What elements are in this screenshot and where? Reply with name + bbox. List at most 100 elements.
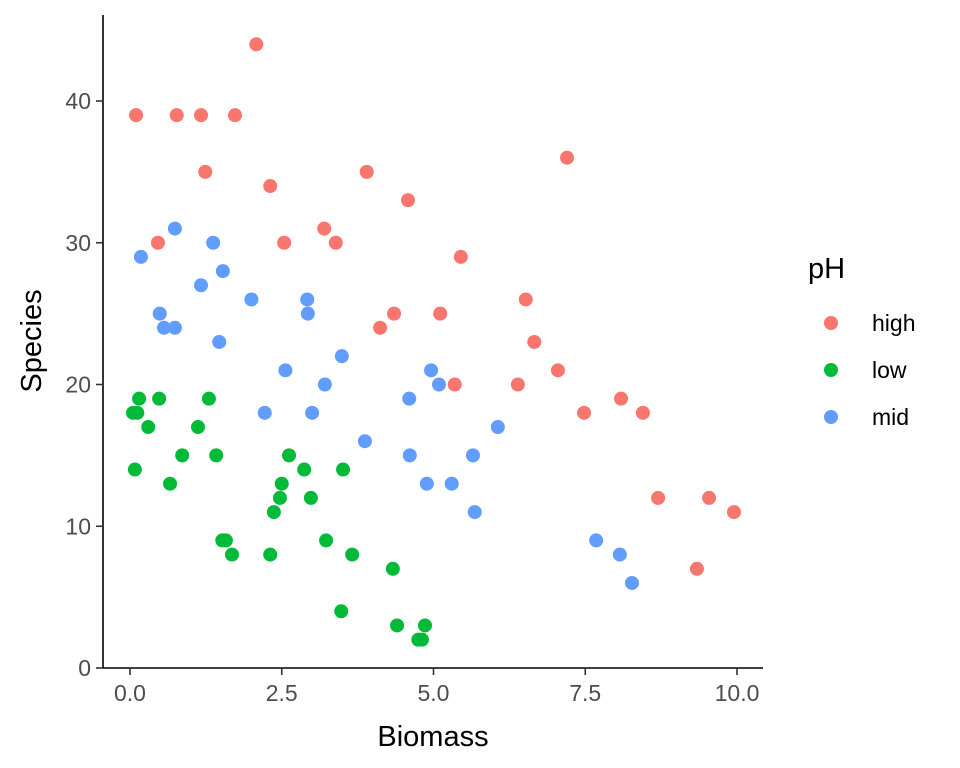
- point-high-29: [726, 505, 741, 520]
- point-low-8: [190, 420, 205, 435]
- point-high-17: [453, 249, 468, 264]
- point-mid-28: [612, 547, 627, 562]
- x-tick-label: 7.5: [569, 680, 601, 706]
- point-high-11: [359, 164, 374, 179]
- point-high-9: [317, 221, 332, 236]
- point-mid-14: [305, 405, 320, 420]
- point-mid-22: [431, 377, 446, 392]
- point-high-6: [249, 37, 264, 52]
- point-low-21: [319, 533, 334, 548]
- y-tick-label: 20: [65, 372, 91, 398]
- point-low-5: [152, 391, 167, 406]
- x-tick-label: 10.0: [715, 680, 760, 706]
- point-high-27: [689, 561, 704, 576]
- point-low-7: [175, 448, 190, 463]
- point-low-25: [385, 561, 400, 576]
- point-mid-7: [212, 334, 227, 349]
- point-mid-2: [156, 320, 171, 335]
- point-high-16: [447, 377, 462, 392]
- legend-key-low: [824, 363, 838, 377]
- point-mid-29: [624, 575, 639, 590]
- point-high-28: [702, 490, 717, 505]
- x-tick-label: 2.5: [266, 680, 298, 706]
- legend-title: pH: [808, 253, 845, 285]
- point-low-14: [263, 547, 278, 562]
- point-mid-11: [278, 363, 293, 378]
- legend-label-low: low: [872, 357, 907, 383]
- point-low-6: [163, 476, 178, 491]
- point-high-5: [228, 108, 243, 123]
- point-low-9: [201, 391, 216, 406]
- point-low-17: [274, 476, 289, 491]
- point-high-14: [401, 193, 416, 208]
- point-mid-1: [152, 306, 167, 321]
- point-high-25: [635, 405, 650, 420]
- x-axis-title: Biomass: [377, 721, 488, 753]
- y-tick-label: 40: [65, 88, 91, 114]
- point-mid-17: [357, 434, 372, 449]
- point-high-26: [651, 490, 666, 505]
- point-high-1: [150, 235, 165, 250]
- point-low-1: [130, 405, 145, 420]
- point-mid-6: [206, 235, 221, 250]
- y-tick-label: 10: [65, 513, 91, 539]
- point-high-24: [614, 391, 629, 406]
- point-mid-0: [133, 249, 148, 264]
- point-mid-19: [402, 448, 417, 463]
- legend-label-mid: mid: [872, 404, 909, 430]
- point-low-16: [272, 490, 287, 505]
- point-low-12: [218, 533, 233, 548]
- point-high-18: [510, 377, 525, 392]
- legend-key-high: [824, 316, 838, 330]
- point-mid-8: [215, 264, 230, 279]
- y-ticks: 0 10 20 30 40: [65, 88, 103, 681]
- point-high-23: [577, 405, 592, 420]
- points-layer: [126, 37, 741, 647]
- point-high-4: [198, 164, 213, 179]
- point-low-23: [336, 462, 351, 477]
- legend: pH high low mid: [808, 253, 915, 430]
- point-low-19: [297, 462, 312, 477]
- point-mid-25: [467, 505, 482, 520]
- point-high-21: [550, 363, 565, 378]
- point-low-13: [224, 547, 239, 562]
- point-mid-24: [465, 448, 480, 463]
- point-mid-27: [589, 533, 604, 548]
- point-mid-16: [334, 349, 349, 364]
- point-mid-26: [490, 420, 505, 435]
- point-low-2: [132, 391, 147, 406]
- point-high-8: [277, 235, 292, 250]
- y-tick-label: 30: [65, 230, 91, 256]
- point-mid-13: [300, 306, 315, 321]
- point-high-12: [373, 320, 388, 335]
- point-mid-20: [419, 476, 434, 491]
- point-mid-3: [167, 221, 182, 236]
- point-high-10: [328, 235, 343, 250]
- point-high-22: [560, 150, 575, 165]
- x-tick-label: 0.0: [114, 680, 146, 706]
- point-low-29: [418, 618, 433, 633]
- point-mid-10: [257, 405, 272, 420]
- point-mid-21: [424, 363, 439, 378]
- point-low-15: [266, 505, 281, 520]
- point-high-3: [194, 108, 209, 123]
- y-tick-label: 0: [78, 655, 91, 681]
- point-high-0: [129, 108, 144, 123]
- point-low-28: [414, 632, 429, 647]
- legend-items: high low mid: [824, 310, 915, 430]
- point-mid-18: [402, 391, 417, 406]
- y-axis-title: Species: [16, 289, 48, 392]
- point-high-19: [518, 292, 533, 307]
- point-high-20: [527, 334, 542, 349]
- point-high-2: [169, 108, 184, 123]
- point-low-24: [345, 547, 360, 562]
- point-low-26: [390, 618, 405, 633]
- point-mid-5: [194, 278, 209, 293]
- point-low-18: [282, 448, 297, 463]
- legend-label-high: high: [872, 310, 915, 336]
- point-low-22: [334, 604, 349, 619]
- x-ticks: 0.0 2.5 5.0 7.5 10.0: [114, 668, 759, 706]
- point-mid-23: [444, 476, 459, 491]
- point-high-7: [263, 179, 278, 194]
